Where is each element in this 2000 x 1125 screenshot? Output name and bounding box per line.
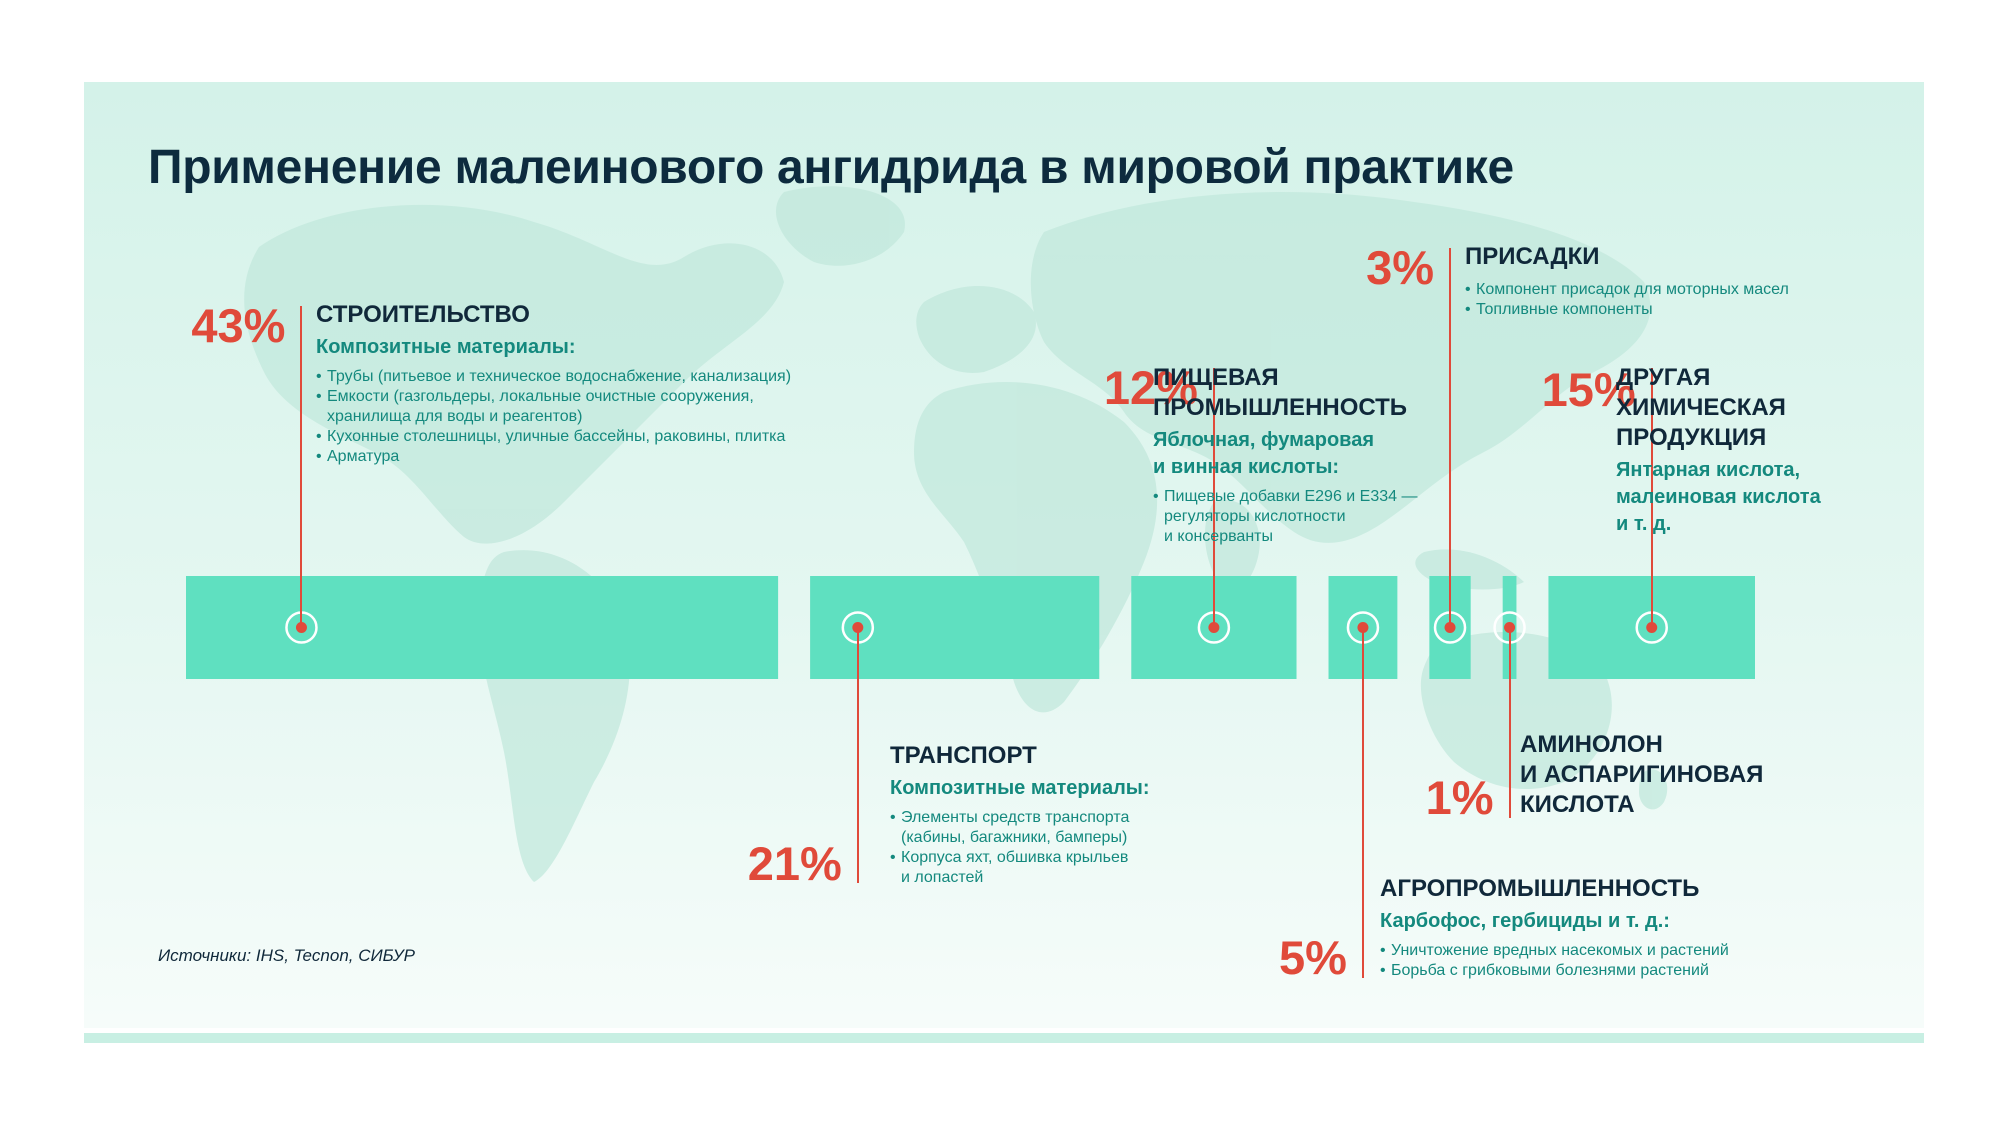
connector-line-agro — [1361, 628, 1364, 978]
category-title-other: ДРУГАЯ ХИМИЧЕСКАЯ ПРОДУКЦИЯ — [1616, 363, 1786, 453]
bullet-item-line: • Емкости (газгольдеры, локальные очистны… — [316, 388, 754, 405]
category-subtitle-line: Композитные материалы: — [890, 777, 1150, 799]
category-subtitle-line: и т. д. — [1616, 513, 1672, 535]
bullet-item-line: • Пищевые добавки Е296 и Е334 — — [1153, 488, 1418, 505]
category-title-aminolon: АМИНОЛОН И АСПАРИГИНОВАЯ КИСЛОТА — [1520, 730, 1763, 820]
bar-segment-1 — [186, 576, 779, 679]
bullet-item-line: • Кухонные столешницы, уличные бассейны, … — [316, 428, 786, 445]
percent-aminolon: 1% — [1425, 771, 1494, 824]
infographic-panel — [84, 82, 1924, 1028]
category-subtitle-line: и винная кислоты: — [1153, 456, 1340, 478]
bullet-text: Корпуса яхт, обшивка крыльев — [901, 849, 1129, 866]
connector-line-food — [1212, 368, 1215, 625]
category-subtitle-line: Композитные материалы: — [316, 336, 576, 358]
bullet-item-line: • Арматура — [316, 448, 400, 465]
bullet-item-line: хранилища для воды и реагентов) — [316, 407, 791, 427]
marker-dot-4 — [1357, 622, 1369, 633]
bullet-list-additives: • Компонент присадок для моторных масел • Т… — [1465, 280, 1789, 320]
percent-additives: 3% — [1366, 241, 1435, 294]
bullet-text: Пищевые добавки Е296 и Е334 — — [1164, 488, 1418, 505]
category-title-additives: ПРИСАДКИ — [1465, 242, 1599, 272]
marker-dot-2 — [852, 622, 864, 633]
connector-line-construction — [300, 306, 303, 625]
percent-transport: 21% — [747, 837, 842, 890]
bullet-list-agro: • Уничтожение вредных насекомых и растени… — [1380, 941, 1729, 981]
bullet-text: Борьба с грибковыми болезнями растений — [1391, 962, 1709, 979]
bullet-text: и лопастей — [901, 869, 984, 886]
bullet-text: Емкости (газгольдеры, локальные очистные… — [327, 388, 754, 405]
bottom-accent-line — [84, 1033, 1924, 1043]
marker-dot-7 — [1646, 622, 1658, 633]
bullet-text: Компонент присадок для моторных масел — [1476, 281, 1789, 298]
category-title-food: ПИЩЕВАЯ ПРОМЫШЛЕННОСТЬ — [1153, 363, 1407, 423]
bullet-item-line: • Трубы (питьевое и техническое водоснабж… — [316, 368, 792, 385]
category-subtitle-other: Янтарная кислота, малеиновая кислота и т. … — [1616, 457, 1821, 538]
bullet-text: и консерванты — [1164, 528, 1273, 545]
bullet-text: хранилища для воды и реагентов) — [327, 408, 583, 425]
percent-other: 15% — [1541, 363, 1636, 416]
bullet-text: регуляторы кислотности — [1164, 508, 1346, 525]
category-subtitle-line: малеиновая кислота — [1616, 486, 1821, 508]
category-title-line: ДРУГАЯ — [1616, 364, 1711, 391]
category-title-line: ПРОДУКЦИЯ — [1616, 424, 1767, 451]
category-title-line: ПРИСАДКИ — [1465, 243, 1600, 270]
connector-line-transport — [856, 628, 859, 883]
category-subtitle-line: Карбофос, гербициды и т. д.: — [1380, 910, 1670, 932]
category-title-line: СТРОИТЕЛЬСТВО — [316, 301, 530, 328]
category-subtitle-food: Яблочная, фумаровая и винная кислоты: — [1153, 427, 1374, 481]
category-subtitle-agro: Карбофос, гербициды и т. д.: — [1380, 908, 1670, 935]
category-title-construction: СТРОИТЕЛЬСТВО — [316, 300, 530, 330]
category-title-line: ТРАНСПОРТ — [890, 742, 1037, 769]
category-title-line: АГРОПРОМЫШЛЕННОСТЬ — [1380, 875, 1700, 902]
sources-note: Источники: IHS, Tecnon, СИБУР — [158, 946, 415, 965]
bullet-list-food: • Пищевые добавки Е296 и Е334 — регуляторы… — [1153, 487, 1417, 547]
marker-dot-1 — [295, 622, 307, 633]
bullet-text: Арматура — [327, 448, 400, 465]
category-title-line: АМИНОЛОН — [1520, 731, 1663, 758]
category-subtitle-construction: Композитные материалы: — [316, 334, 576, 361]
bullet-list-construction: • Трубы (питьевое и техническое водоснабж… — [316, 367, 791, 467]
bullet-text: Трубы (питьевое и техническое водоснабже… — [327, 368, 792, 385]
marker-dot-6 — [1504, 622, 1516, 633]
marker-dot-3 — [1208, 622, 1220, 633]
bullet-item-line: регуляторы кислотности — [1153, 507, 1417, 527]
category-title-line: ПИЩЕВАЯ — [1153, 364, 1279, 391]
bullet-item-line: • Топливные компоненты — [1465, 301, 1653, 318]
bullet-item-line: (кабины, багажники, бамперы) — [890, 828, 1129, 848]
bullet-text: Элементы средств транспорта — [901, 809, 1130, 826]
category-title-line: И АСПАРИГИНОВАЯ — [1520, 761, 1764, 788]
bullet-list-transport: • Элементы средств транспорта (кабины, баг… — [890, 808, 1129, 888]
category-title-line: ХИМИЧЕСКАЯ — [1616, 394, 1786, 421]
marker-dot-5 — [1444, 622, 1456, 633]
percent-food: 12% — [1103, 361, 1198, 414]
bullet-item-line: • Борьба с грибковыми болезнями растений — [1380, 962, 1709, 979]
percent-construction: 43% — [191, 299, 286, 352]
bullet-text: Кухонные столешницы, уличные бассейны, р… — [327, 428, 786, 445]
bullet-item-line: и консерванты — [1153, 527, 1417, 547]
percent-agro: 5% — [1279, 931, 1347, 984]
category-subtitle-line: Яблочная, фумаровая — [1153, 429, 1374, 451]
bullet-text: (кабины, багажники, бамперы) — [901, 829, 1128, 846]
bullet-item-line: • Элементы средств транспорта — [890, 809, 1130, 826]
bullet-item-line: • Корпуса яхт, обшивка крыльев — [890, 849, 1129, 866]
bullet-item-line: • Компонент присадок для моторных масел — [1465, 281, 1789, 298]
bullet-item-line: и лопастей — [890, 868, 1129, 888]
bullet-text: Топливные компоненты — [1476, 301, 1653, 318]
category-subtitle-transport: Композитные материалы: — [890, 775, 1150, 802]
bullet-text: Уничтожение вредных насекомых и растений — [1391, 942, 1729, 959]
connector-line-other — [1650, 368, 1653, 625]
category-title-agro: АГРОПРОМЫШЛЕННОСТЬ — [1380, 874, 1699, 904]
category-title-line: КИСЛОТА — [1520, 791, 1635, 818]
category-subtitle-line: Янтарная кислота, — [1616, 459, 1801, 481]
connector-line-additives — [1449, 248, 1452, 625]
bullet-item-line: • Уничтожение вредных насекомых и растени… — [1380, 942, 1729, 959]
category-title-transport: ТРАНСПОРТ — [890, 741, 1037, 771]
infographic-title: Применение малеинового ангидрида в миров… — [148, 141, 1514, 194]
category-title-line: ПРОМЫШЛЕННОСТЬ — [1153, 394, 1408, 421]
connector-line-aminolon — [1508, 628, 1511, 818]
